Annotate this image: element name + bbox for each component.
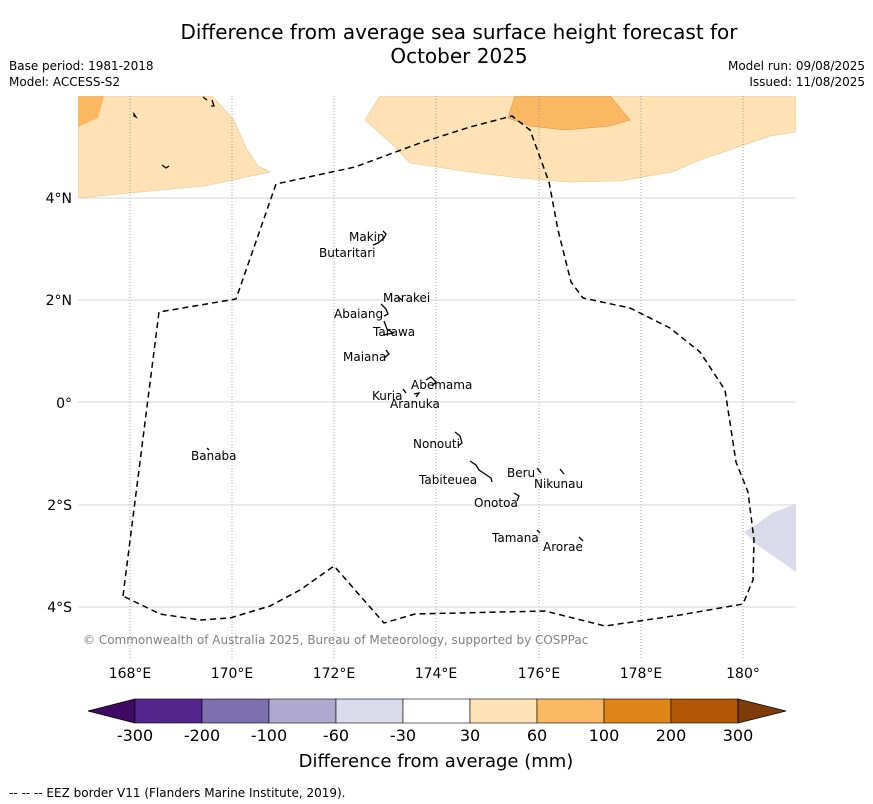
island-shape-nw-1 bbox=[133, 111, 138, 119]
meta-left: Base period: 1981-2018 Model: ACCESS-S2 bbox=[9, 58, 154, 90]
colorbar-tick-labels: -300 -200 -100 -60 -30 30 60 100 200 300 bbox=[117, 726, 753, 745]
anomaly-60-100-nw bbox=[78, 96, 104, 127]
colorbar-bin-8 bbox=[603, 698, 672, 724]
colorbar-bin-4 bbox=[335, 698, 404, 724]
island-shape-abemama bbox=[425, 376, 437, 387]
island-shape-banaba bbox=[206, 447, 210, 451]
colorbar bbox=[87, 698, 787, 724]
label-butaritari: Butaritari bbox=[319, 246, 376, 260]
cb-tick-neg30: -30 bbox=[390, 726, 416, 745]
island-shape-aranuka bbox=[413, 392, 421, 398]
colorbar-extend-low bbox=[87, 698, 136, 724]
island-shape-onotoa bbox=[513, 492, 520, 502]
colorbar-bin-9 bbox=[670, 698, 739, 724]
island-shape-nw-2 bbox=[202, 96, 215, 107]
chart-title: Difference from average sea surface heig… bbox=[0, 20, 873, 68]
colorbar-bin-5 bbox=[402, 698, 471, 724]
label-makin: Makin bbox=[349, 230, 385, 244]
colorbar-bin-1 bbox=[134, 698, 203, 724]
label-aranuka: Aranuka bbox=[390, 397, 440, 411]
label-kuria: Kuria bbox=[372, 389, 403, 403]
cb-tick-neg100: -100 bbox=[251, 726, 287, 745]
label-abemama: Abemama bbox=[411, 378, 472, 392]
label-abaiang: Abaiang bbox=[334, 307, 383, 321]
eez-border bbox=[122, 115, 755, 627]
label-tarawa: Tarawa bbox=[372, 325, 415, 339]
island-shape-tabiteuea bbox=[469, 460, 493, 483]
colorbar-bin-7 bbox=[536, 698, 605, 724]
island-shape-beru bbox=[536, 467, 542, 474]
anomaly-60-100-north bbox=[507, 96, 631, 131]
issued-date: Issued: 11/08/2025 bbox=[749, 75, 865, 89]
lat-tick-2n: 2°N bbox=[46, 293, 72, 309]
lon-tick-176e: 176°E bbox=[518, 666, 561, 682]
label-arorae: Arorae bbox=[543, 540, 583, 554]
model-name: Model: ACCESS-S2 bbox=[9, 75, 121, 89]
map-plot-area: Makin Butaritari Marakei Abaiang Tarawa … bbox=[78, 96, 796, 659]
lat-tick-4n: 4°N bbox=[46, 191, 72, 207]
island-shape-abaiang bbox=[380, 303, 389, 317]
lon-tick-174e: 174°E bbox=[415, 666, 458, 682]
label-marakei: Marakei bbox=[383, 291, 430, 305]
island-shapes bbox=[133, 96, 584, 542]
lat-tick-0: 0° bbox=[56, 396, 72, 412]
lon-gridlines bbox=[129, 96, 744, 659]
cb-tick-100: 100 bbox=[589, 726, 620, 745]
anomaly-30-60-nw bbox=[78, 96, 271, 199]
lat-tick-4s: 4°S bbox=[47, 600, 72, 616]
island-shape-kuria bbox=[402, 388, 407, 394]
colorbar-bin-3 bbox=[268, 698, 337, 724]
label-tabiteuea: Tabiteuea bbox=[418, 473, 477, 487]
cb-tick-200: 200 bbox=[656, 726, 687, 745]
cb-tick-60: 60 bbox=[527, 726, 547, 745]
label-onotoa: Onotoa bbox=[474, 496, 518, 510]
lat-tick-2s: 2°S bbox=[47, 498, 72, 514]
island-shape-nikunau bbox=[559, 468, 565, 475]
island-shape-marakei bbox=[397, 296, 403, 301]
lat-gridlines bbox=[78, 197, 796, 608]
lon-tick-168e: 168°E bbox=[109, 666, 152, 682]
lon-tick-172e: 172°E bbox=[313, 666, 356, 682]
lat-tick-labels: 4°N 2°N 0° 2°S 4°S bbox=[46, 191, 73, 616]
island-shape-tamana bbox=[536, 529, 541, 534]
eez-border-note: -- -- -- EEZ border V11 (Flanders Marine… bbox=[9, 786, 346, 800]
meta-right: Model run: 09/08/2025 Issued: 11/08/2025 bbox=[728, 58, 865, 90]
colorbar-bin-6 bbox=[469, 698, 538, 724]
lon-tick-labels: 168°E 170°E 172°E 174°E 176°E 178°E 180° bbox=[109, 666, 760, 682]
lon-tick-178e: 178°E bbox=[620, 666, 663, 682]
chart-title-line1: Difference from average sea surface heig… bbox=[180, 20, 738, 44]
label-tamana: Tamana bbox=[491, 531, 539, 545]
cb-tick-neg60: -60 bbox=[323, 726, 349, 745]
anomaly-30-60-north bbox=[364, 96, 796, 183]
colorbar-label: Difference from average (mm) bbox=[299, 751, 574, 772]
island-labels: Makin Butaritari Marakei Abaiang Tarawa … bbox=[191, 230, 583, 554]
chart-title-line2: October 2025 bbox=[390, 44, 528, 68]
island-shape-maiana bbox=[383, 349, 390, 359]
lon-tick-180: 180° bbox=[726, 666, 760, 682]
label-nonouti: Nonouti bbox=[413, 437, 460, 451]
cb-tick-30: 30 bbox=[460, 726, 480, 745]
island-shape-nonouti bbox=[454, 431, 463, 447]
colorbar-bin-2 bbox=[201, 698, 270, 724]
cb-tick-neg200: -200 bbox=[184, 726, 220, 745]
island-shape-makin bbox=[372, 230, 387, 246]
cb-tick-300: 300 bbox=[723, 726, 754, 745]
island-shape-tarawa bbox=[382, 320, 395, 336]
label-banaba: Banaba bbox=[191, 449, 237, 463]
island-shape-arorae bbox=[578, 536, 584, 542]
lon-tick-170e: 170°E bbox=[211, 666, 254, 682]
copyright-text: © Commonwealth of Australia 2025, Bureau… bbox=[83, 633, 588, 647]
base-period: Base period: 1981-2018 bbox=[9, 59, 154, 73]
colorbar-extend-high bbox=[737, 698, 787, 724]
model-run: Model run: 09/08/2025 bbox=[727, 59, 865, 73]
label-nikunau: Nikunau bbox=[534, 477, 583, 491]
anomaly-neg30-neg60-se bbox=[744, 504, 796, 572]
label-maiana: Maiana bbox=[343, 350, 386, 364]
label-beru: Beru bbox=[507, 466, 535, 480]
cb-tick-neg300: -300 bbox=[117, 726, 153, 745]
island-shape-nw-3 bbox=[161, 164, 170, 169]
